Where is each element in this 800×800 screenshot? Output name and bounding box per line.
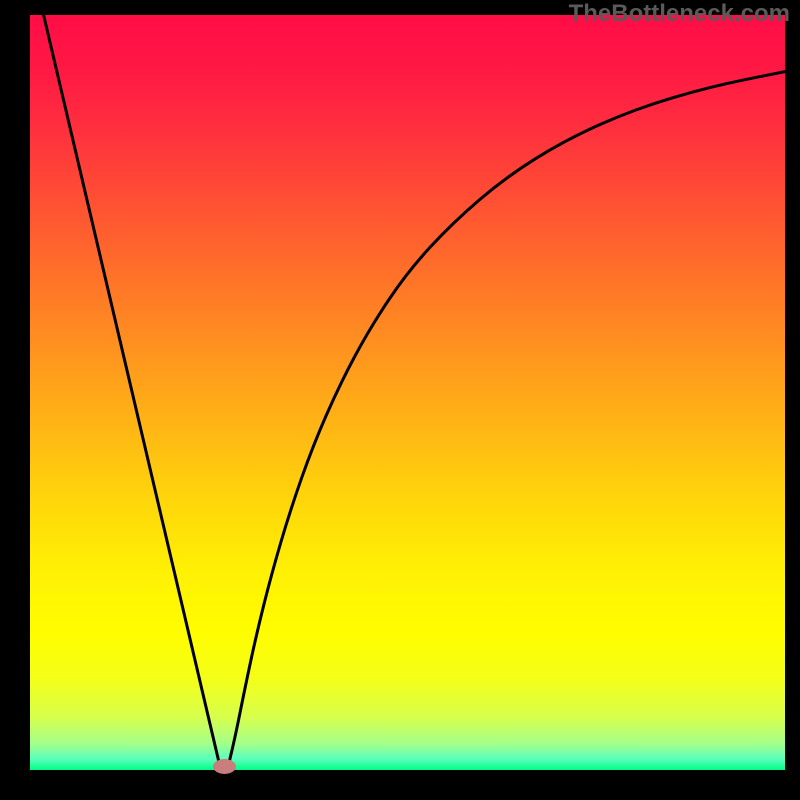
watermark-text: TheBottleneck.com (569, 0, 790, 28)
bottleneck-curve (44, 15, 785, 768)
chart-container: TheBottleneck.com (0, 0, 800, 800)
optimal-point-marker (213, 759, 236, 774)
curve-svg (30, 15, 785, 770)
plot-area (30, 15, 785, 770)
